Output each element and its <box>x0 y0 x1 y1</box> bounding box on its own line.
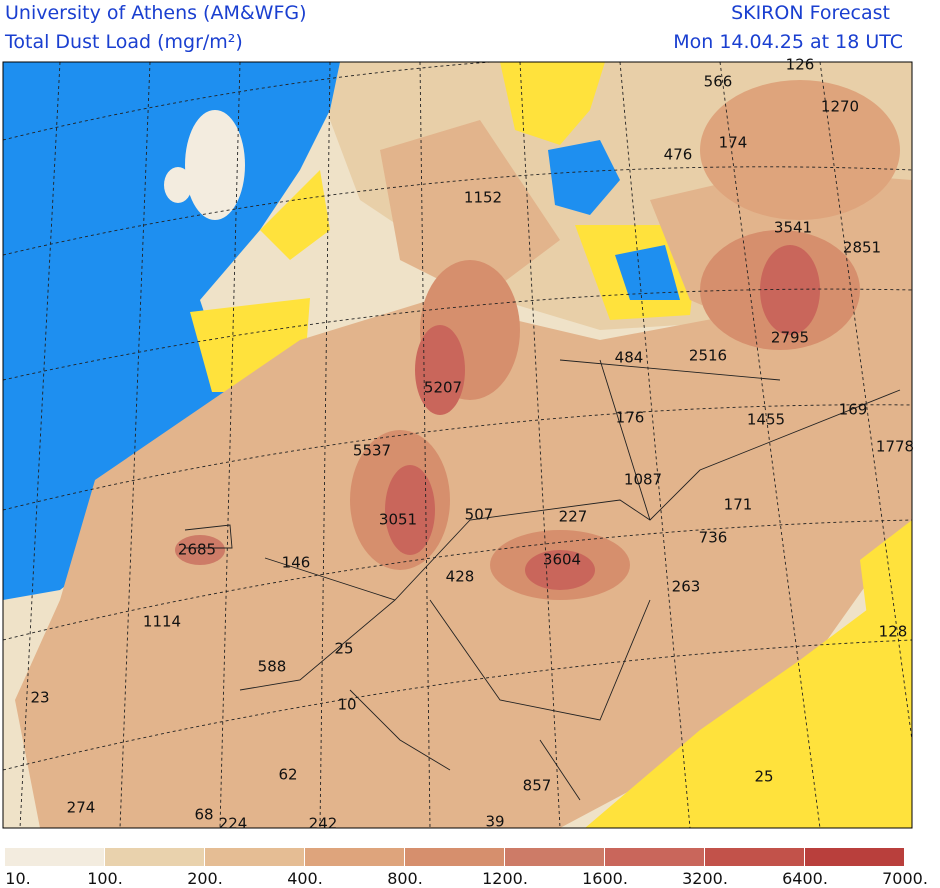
colorbar-label: 3200. <box>682 869 728 888</box>
dust-value-label: 224 <box>219 815 248 833</box>
dust-value-label: 3051 <box>379 511 417 529</box>
dust-value-label: 1270 <box>821 98 859 116</box>
dust-value-label: 274 <box>67 799 96 817</box>
dust-value-label: 3604 <box>543 551 581 569</box>
dust-value-label: 146 <box>282 554 311 572</box>
dust-value-label: 25 <box>334 640 353 658</box>
model: SKIRON Forecast <box>731 2 890 24</box>
map-frame <box>2 61 913 829</box>
dust-value-label: 1087 <box>624 471 662 489</box>
dust-value-label: 242 <box>309 815 338 833</box>
dust-value-label: 171 <box>724 496 753 514</box>
dust-value-label: 68 <box>194 806 213 824</box>
colorbar-swatch <box>705 848 804 866</box>
colorbar-label: 6400. <box>782 869 828 888</box>
dust-value-label: 10 <box>337 696 356 714</box>
dust-value-label: 507 <box>465 506 494 524</box>
dust-value-label: 2516 <box>689 347 727 365</box>
dust-value-label: 736 <box>699 529 728 547</box>
colorbar-label: 1200. <box>482 869 528 888</box>
dust-value-label: 857 <box>523 777 552 795</box>
dust-value-label: 484 <box>615 349 644 367</box>
forecast-time: Mon 14.04.25 at 18 UTC <box>673 31 903 53</box>
colorbar-label: 100. <box>87 869 123 888</box>
dust-value-label: 2851 <box>843 239 881 257</box>
dust-value-label: 25 <box>754 768 773 786</box>
dust-value-label: 3541 <box>774 219 812 237</box>
colorbar-swatch <box>205 848 304 866</box>
institution: University of Athens (AM&WFG) <box>5 2 307 24</box>
colorbar-label: 400. <box>287 869 323 888</box>
dust-value-label: 5207 <box>424 379 462 397</box>
colorbar-swatch <box>305 848 404 866</box>
dust-value-label: 2795 <box>771 329 809 347</box>
dust-value-label: 23 <box>30 689 49 707</box>
colorbar-swatch <box>805 848 904 866</box>
dust-value-label: 126 <box>786 56 815 74</box>
dust-value-label: 428 <box>446 568 475 586</box>
colorbar-swatch <box>505 848 604 866</box>
dust-value-label: 62 <box>278 766 297 784</box>
dust-value-label: 263 <box>672 578 701 596</box>
dust-value-label: 476 <box>664 146 693 164</box>
dust-value-label: 588 <box>258 658 287 676</box>
dust-value-label: 128 <box>879 623 908 641</box>
colorbar-swatch <box>405 848 504 866</box>
colorbar-swatch <box>5 848 104 866</box>
dust-value-label: 227 <box>559 508 588 526</box>
dust-value-label: 1152 <box>464 189 502 207</box>
dust-value-label: 169 <box>839 401 868 419</box>
colorbar-label: 10. <box>5 869 30 888</box>
dust-value-label: 2685 <box>178 541 216 559</box>
colorbar-label: 800. <box>387 869 423 888</box>
dust-value-label: 566 <box>704 73 733 91</box>
map <box>3 62 912 828</box>
colorbar-swatch <box>105 848 204 866</box>
dust-value-label: 176 <box>616 409 645 427</box>
colorbar-label: 7000. <box>882 869 928 888</box>
colorbar-label: 200. <box>187 869 223 888</box>
variable: Total Dust Load (mgr/m²) <box>4 31 243 53</box>
dust-value-label: 174 <box>719 134 748 152</box>
colorbar-swatch <box>605 848 704 866</box>
dust-value-label: 5537 <box>353 442 391 460</box>
dust-value-label: 1778 <box>876 438 914 456</box>
colorbar-label: 1600. <box>582 869 628 888</box>
dust-value-label: 1455 <box>747 411 785 429</box>
dust-value-label: 39 <box>485 813 504 831</box>
dust-value-label: 1114 <box>143 613 181 631</box>
